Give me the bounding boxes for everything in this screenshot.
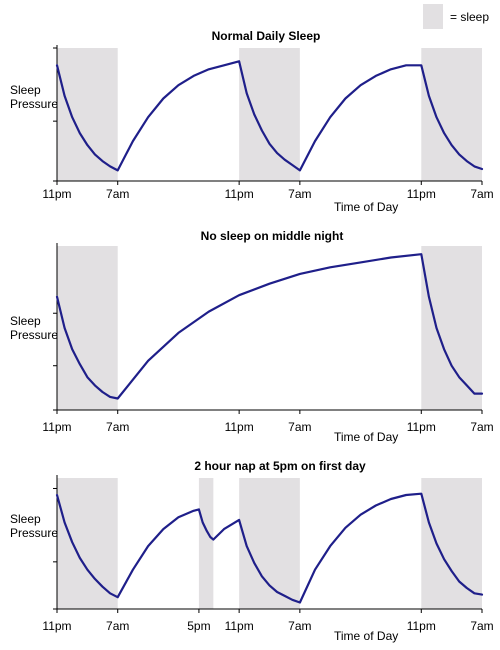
panel-no-sleep-middle-night: No sleep on middle night Sleep Pressure … [10,229,494,444]
x-tick-label: 11pm [225,619,254,633]
y-axis-label-line1: Sleep [10,83,41,97]
x-axis-label: Time of Day [334,430,398,444]
sleep-period-shade [421,48,482,181]
legend-sleep-swatch [423,4,443,29]
x-tick-label: 7am [288,187,311,201]
sleep-period-shade [421,246,482,410]
x-tick-label: 7am [470,619,493,633]
sleep-period-shade [198,478,214,609]
x-tick-label: 11pm [407,619,436,633]
legend-sleep-label: = sleep [450,10,489,24]
x-tick-label: 7am [470,187,493,201]
sleep-period-shade [57,48,118,181]
x-tick-label: 11pm [407,187,436,201]
y-axis-label: Sleep Pressure [10,83,58,111]
sleep-period-shade [421,478,482,609]
sleep-pressure-line [55,253,484,400]
y-axis-label-line1: Sleep [10,512,41,526]
y-axis-label-line2: Pressure [10,526,58,540]
x-tick-label: 11pm [42,187,71,201]
panel-title: No sleep on middle night [201,229,344,243]
x-tick-label: 7am [106,619,129,633]
x-tick-label: 7am [288,420,311,434]
x-tick-label: 7am [106,187,129,201]
y-axis-label-line2: Pressure [10,328,58,342]
sleep-period-shade [239,478,300,609]
x-tick-label: 7am [288,619,311,633]
panel-normal-daily-sleep: Normal Daily Sleep Sleep Pressure Time o… [10,29,494,214]
x-tick-label: 11pm [42,420,71,434]
x-tick-label: 11pm [407,420,436,434]
sleep-period-shade [57,246,118,410]
sleep-period-shade [239,48,300,181]
x-tick-label: 11pm [225,187,254,201]
sleep-pressure-line [55,492,484,604]
panel-two-hour-nap: 2 hour nap at 5pm on first day Sleep Pre… [10,459,494,643]
x-tick-label: 11pm [42,619,71,633]
x-axis-label: Time of Day [334,629,398,643]
y-axis-label-line2: Pressure [10,97,58,111]
sleep-period-shade [57,478,118,609]
panel-title: Normal Daily Sleep [212,29,321,43]
x-tick-label: 11pm [225,420,254,434]
x-tick-label: 7am [106,420,129,434]
x-tick-label: 5pm [187,619,210,633]
y-axis-label: Sleep Pressure [10,512,58,540]
panel-title: 2 hour nap at 5pm on first day [194,459,366,473]
y-axis-label: Sleep Pressure [10,314,58,342]
x-axis-label: Time of Day [334,200,398,214]
y-axis-label-line1: Sleep [10,314,41,328]
x-tick-label: 7am [470,420,493,434]
sleep-pressure-line [55,60,484,172]
